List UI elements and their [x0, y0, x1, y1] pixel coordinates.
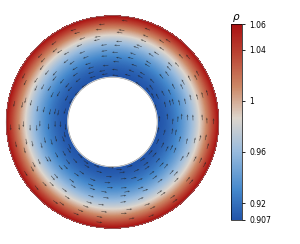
- Circle shape: [68, 77, 157, 167]
- Title: $\rho$: $\rho$: [232, 12, 241, 24]
